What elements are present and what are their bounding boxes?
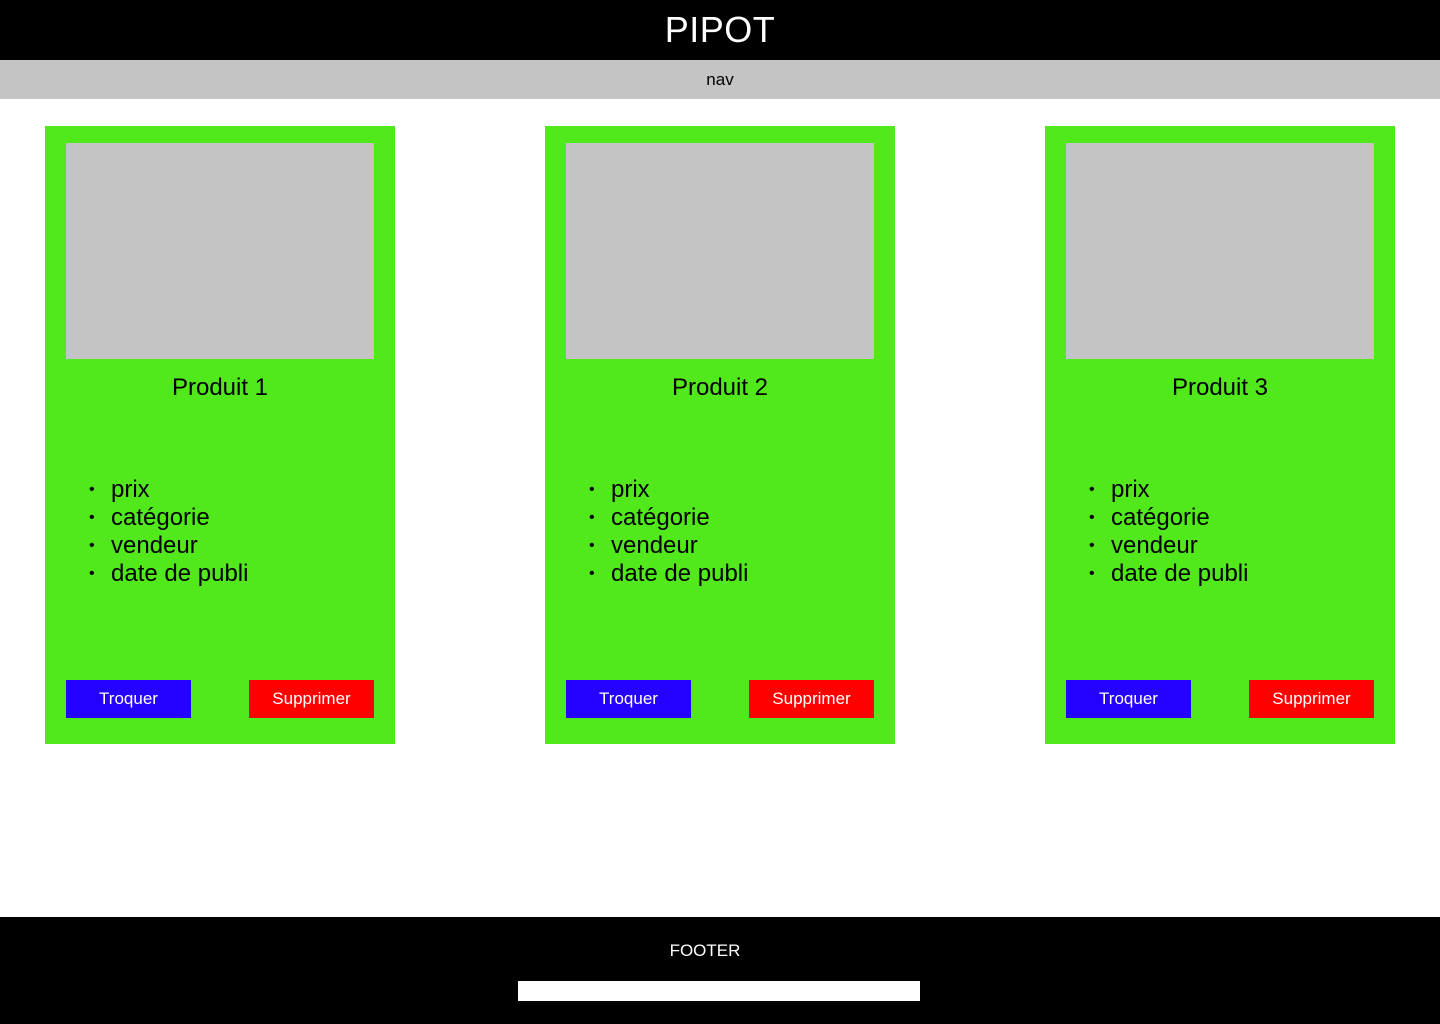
list-item: • date de publi	[1089, 560, 1249, 587]
product-details-list: • prix • catégorie • vendeur • date de publi	[89, 476, 248, 588]
bullet-icon: •	[1089, 565, 1095, 582]
bullet-icon: •	[1089, 509, 1095, 526]
bullet-icon: •	[89, 565, 95, 582]
trade-button[interactable]: Troquer	[66, 680, 191, 718]
bullet-icon: •	[89, 537, 95, 554]
product-card-3: Produit 3 • prix • catégorie • vendeur • dat…	[1045, 126, 1395, 744]
product-image-placeholder	[66, 143, 374, 359]
product-card-2: Produit 2 • prix • catégorie • vendeur • dat…	[545, 126, 895, 744]
product-title: Produit 2	[671, 374, 769, 401]
bullet-icon: •	[1089, 537, 1095, 554]
list-item: • vendeur	[589, 532, 698, 559]
nav-label: nav	[706, 69, 734, 89]
site-header: PIPOT	[0, 0, 1440, 60]
list-item: • date de publi	[589, 560, 749, 587]
list-item: • prix	[589, 476, 650, 503]
trade-button[interactable]: Troquer	[566, 680, 691, 718]
list-item: • prix	[89, 476, 150, 503]
delete-button[interactable]: Supprimer	[749, 680, 874, 718]
list-item: • vendeur	[1089, 532, 1198, 559]
product-card-1: Produit 1 • prix • catégorie • vendeur • dat…	[45, 126, 395, 744]
bullet-icon: •	[1089, 481, 1095, 498]
footer-input-bar[interactable]	[518, 981, 920, 1001]
product-title: Produit 3	[1171, 374, 1269, 401]
product-image-placeholder	[1066, 143, 1374, 359]
bullet-icon: •	[589, 565, 595, 582]
delete-button[interactable]: Supprimer	[1249, 680, 1374, 718]
bullet-icon: •	[589, 509, 595, 526]
footer-label: FOOTER	[669, 941, 741, 960]
bullet-icon: •	[89, 481, 95, 498]
nav-bar[interactable]: nav	[0, 60, 1440, 99]
list-item: • vendeur	[89, 532, 198, 559]
product-image-placeholder	[566, 143, 874, 359]
trade-button[interactable]: Troquer	[1066, 680, 1191, 718]
site-title: PIPOT	[664, 9, 776, 50]
list-item: • prix	[1089, 476, 1150, 503]
bullet-icon: •	[589, 481, 595, 498]
bullet-icon: •	[89, 509, 95, 526]
product-title: Produit 1	[171, 374, 269, 401]
list-item: • date de publi	[89, 560, 249, 587]
delete-button[interactable]: Supprimer	[249, 680, 374, 718]
product-details-list: • prix • catégorie • vendeur • date de publi	[589, 476, 748, 588]
list-item: • catégorie	[589, 504, 710, 531]
list-item: • catégorie	[89, 504, 210, 531]
site-footer: FOOTER	[0, 917, 1440, 1024]
bullet-icon: •	[589, 537, 595, 554]
list-item: • catégorie	[1089, 504, 1210, 531]
product-details-list: • prix • catégorie • vendeur • date de publi	[1089, 476, 1248, 588]
